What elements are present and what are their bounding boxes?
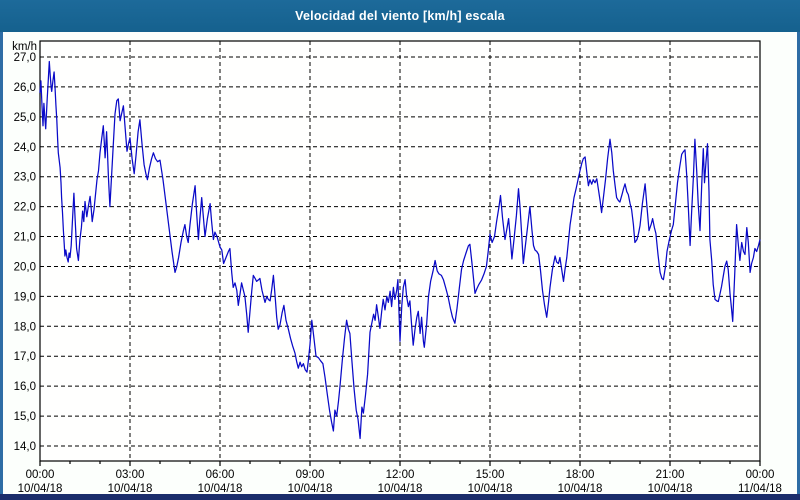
x-axis-time-label: 09:00	[296, 469, 325, 481]
chart-title: Velocidad del viento [km/h] escala	[295, 9, 505, 23]
y-axis-label: 23,0	[14, 172, 36, 184]
x-axis-date-label: 10/04/18	[288, 483, 333, 494]
y-axis-label: 27,0	[14, 52, 36, 64]
window-bottom-border	[0, 494, 800, 500]
x-axis-time-label: 06:00	[206, 469, 235, 481]
x-axis-date-label: 10/04/18	[18, 483, 63, 494]
x-axis-date-label: 10/04/18	[558, 483, 603, 494]
y-axis-label: 19,0	[14, 291, 36, 303]
x-axis-time-label: 00:00	[746, 469, 775, 481]
y-axis-label: 24,0	[14, 142, 36, 154]
x-axis-time-label: 15:00	[476, 469, 505, 481]
y-axis-label: 21,0	[14, 232, 36, 244]
x-axis-time-label: 00:00	[26, 469, 55, 481]
x-axis-date-label: 10/04/18	[108, 483, 153, 494]
x-axis-time-label: 18:00	[566, 469, 595, 481]
y-axis-label: 25,0	[14, 112, 36, 124]
x-axis-time-label: 21:00	[656, 469, 685, 481]
x-axis-date-label: 10/04/18	[648, 483, 693, 494]
y-axis-unit-label: km/h	[12, 41, 37, 53]
y-axis-label: 18,0	[14, 321, 36, 333]
y-axis-label: 26,0	[14, 82, 36, 94]
x-axis-time-label: 03:00	[116, 469, 145, 481]
x-axis-date-label: 10/04/18	[378, 483, 423, 494]
y-axis-label: 16,0	[14, 381, 36, 393]
y-axis-label: 15,0	[14, 411, 36, 423]
wind-speed-line	[39, 60, 761, 440]
x-axis-time-label: 12:00	[386, 469, 415, 481]
y-axis-label: 14,0	[14, 441, 36, 453]
title-bar: Velocidad del viento [km/h] escala	[0, 0, 800, 32]
x-axis-date-label: 11/04/18	[738, 483, 782, 494]
y-axis-label: 20,0	[14, 261, 36, 273]
x-axis-date-label: 10/04/18	[198, 483, 243, 494]
y-axis-label: 22,0	[14, 202, 36, 214]
x-axis-date-label: 10/04/18	[468, 483, 513, 494]
wind-speed-chart: 27,0 26,0 25,0 24,0 23,0 22,0 21,0 20,0 19,0 18,0…	[12, 40, 782, 494]
y-axis-label: 17,0	[14, 351, 36, 363]
